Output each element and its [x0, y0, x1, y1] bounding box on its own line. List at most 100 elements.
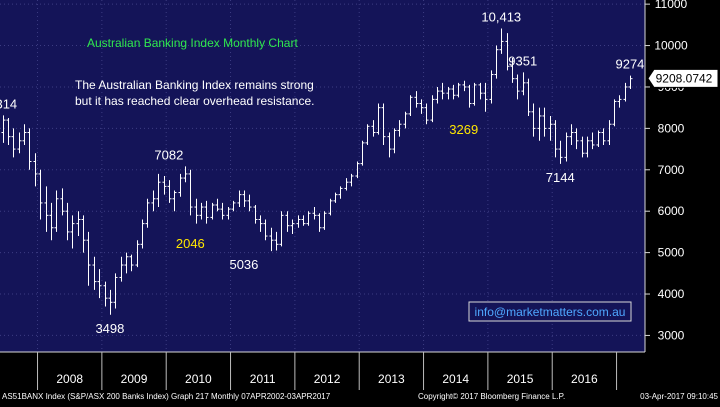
last-price-tag: [647, 68, 719, 88]
ohlc-bar: [162, 176, 167, 195]
ohlc-bar: [338, 186, 343, 199]
ohlc-bar: [183, 166, 188, 183]
ohlc-bar: [140, 219, 145, 249]
ohlc-bar: [60, 188, 65, 216]
x-axis-band: [0, 352, 645, 390]
ohlc-bar: [279, 211, 284, 247]
ohlc-bar: [531, 103, 536, 137]
contact-box[interactable]: info@marketmatters.com.au: [468, 301, 632, 322]
ohlc-bar: [103, 281, 108, 307]
ohlc-bar: [596, 130, 601, 148]
ohlc-bar: [333, 192, 338, 203]
ohlc-bar: [6, 118, 11, 145]
ohlc-bar: [145, 198, 150, 228]
annotation-label: 8314: [0, 96, 17, 111]
ohlc-bar: [408, 95, 413, 116]
x-tick-label: 2016: [571, 372, 598, 386]
ohlc-bar: [548, 115, 553, 141]
ohlc-bar: [242, 190, 247, 208]
comment-line-1: The Australian Banking Index remains str…: [75, 78, 314, 92]
ohlc-bar: [151, 190, 156, 212]
ohlc-bar: [317, 213, 322, 232]
y-tick-label: 7000: [658, 163, 685, 177]
ohlc-bar: [290, 219, 295, 234]
y-tick-label: 6000: [658, 204, 685, 218]
ohlc-bar: [237, 190, 242, 208]
ohlc-bar: [49, 202, 54, 241]
ohlc-bar: [97, 269, 102, 299]
ohlc-bar: [355, 161, 360, 179]
annotation-label: 9351: [508, 53, 537, 68]
ohlc-bar: [467, 84, 472, 108]
ohlc-bar: [392, 128, 397, 154]
ohlc-bar: [124, 252, 129, 274]
ohlc-bar: [54, 190, 59, 232]
ohlc-bar: [65, 202, 70, 241]
ohlc-bar: [129, 254, 134, 272]
ohlc-bar: [446, 86, 451, 100]
annotation-label: 2046: [176, 236, 205, 251]
ohlc-bar: [494, 45, 499, 79]
ohlc-bar: [558, 140, 563, 164]
comment-line-2: but it has reached clear overhead resist…: [75, 94, 314, 108]
ohlc-bar: [365, 124, 370, 145]
annotation-label: 3498: [95, 321, 124, 336]
ohlc-bar: [269, 227, 274, 252]
ohlc-bar: [349, 173, 354, 187]
ohlc-bar: [462, 80, 467, 92]
ohlc-bar: [92, 256, 97, 290]
ohlc-bar: [231, 200, 236, 212]
ohlc-bar: [22, 124, 27, 145]
y-tick-label: 4000: [658, 287, 685, 301]
ohlc-bar: [451, 84, 456, 100]
ohlc-bars: [1, 28, 633, 315]
ohlc-bar: [135, 240, 140, 268]
ohlc-bar: [247, 194, 252, 212]
footer-right: 03-Apr-2017 09:10:45: [640, 392, 718, 401]
x-tick-label: 2008: [56, 372, 83, 386]
annotation-label: 5036: [229, 257, 258, 272]
ohlc-bar: [564, 132, 569, 162]
ohlc-bar: [70, 215, 75, 249]
ohlc-bar: [119, 256, 124, 282]
ohlc-bar: [612, 99, 617, 127]
ohlc-bar: [456, 82, 461, 98]
ohlc-bar: [312, 207, 317, 220]
ohlc-bar: [424, 103, 429, 125]
ohlc-bar: [580, 136, 585, 158]
last-price-marker: 9208.0742: [647, 68, 719, 88]
ohlc-bar: [167, 180, 172, 203]
ohlc-bar: [521, 72, 526, 96]
ohlc-bar: [44, 186, 49, 232]
annotation-label: 10,413: [481, 9, 521, 24]
ohlc-bar: [414, 91, 419, 108]
ohlc-bar: [510, 57, 515, 83]
ohlc-bar: [397, 120, 402, 137]
ohlc-bar: [574, 128, 579, 150]
ohlc-bar: [505, 33, 510, 71]
ohlc-bar: [301, 215, 306, 226]
ohlc-bar: [328, 198, 333, 216]
x-tick-label: 2012: [314, 372, 341, 386]
ohlc-bar: [435, 86, 440, 104]
ohlc-bar: [430, 95, 435, 123]
ohlc-bar: [263, 219, 268, 241]
ohlc-bar: [478, 82, 483, 100]
ohlc-bar: [258, 215, 263, 232]
x-tick-label: 2011: [250, 372, 276, 386]
ohlc-bar: [220, 202, 225, 220]
price-annotations: 8314 3498 7082 2046 5036 10,413 3269 9351 7144 92…: [0, 9, 644, 335]
ohlc-bar: [285, 211, 290, 232]
ohlc-bar: [17, 132, 22, 154]
y-tick-label: 3000: [658, 328, 685, 342]
x-axis: 2008 2009 2010 2011 2012 2013 2014 2015 2016: [37, 352, 618, 390]
ohlc-bar: [381, 103, 386, 145]
ohlc-bar: [371, 120, 376, 137]
y-tick-label: 5000: [658, 246, 685, 260]
ohlc-bar: [515, 74, 520, 100]
ohlc-bar: [403, 111, 408, 129]
ohlc-bar: [274, 231, 279, 251]
ohlc-bar: [489, 70, 494, 104]
contact-email[interactable]: info@marketmatters.com.au: [475, 305, 626, 319]
